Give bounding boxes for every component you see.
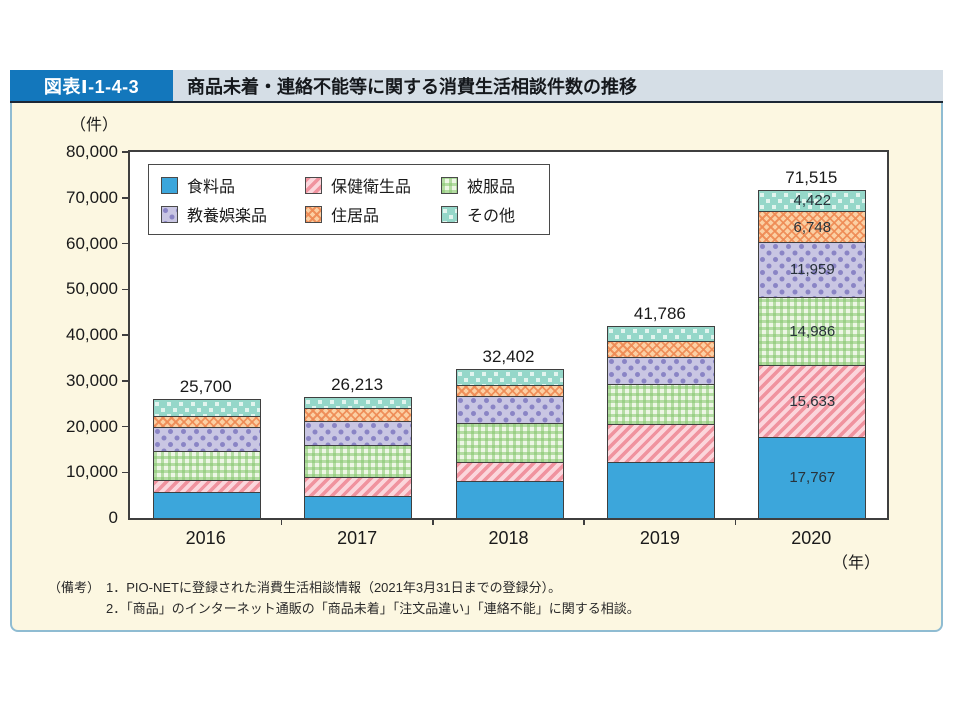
x-axis-year-suffix: （年） bbox=[832, 555, 881, 572]
bar-total-label: 25,700 bbox=[179, 377, 232, 397]
bar-segment bbox=[456, 395, 563, 423]
notes-heading: （備考） bbox=[48, 580, 101, 595]
x-axis-tick bbox=[734, 520, 737, 525]
y-axis-tick-label: 20,000 bbox=[66, 416, 118, 436]
y-axis-tick-label: 70,000 bbox=[66, 187, 118, 207]
stacked-bar bbox=[152, 399, 261, 518]
bar-segment bbox=[607, 423, 714, 462]
bar-segment bbox=[305, 445, 412, 478]
figure-title: 商品未着・連絡不能等に関する消費生活相談件数の推移 bbox=[173, 70, 943, 101]
legend-label: その他 bbox=[467, 208, 516, 225]
legend-label: 教養娯楽品 bbox=[187, 208, 268, 225]
legend-label: 保健衛生品 bbox=[331, 179, 412, 196]
legend-swatch bbox=[305, 205, 322, 223]
bar-segment bbox=[456, 369, 563, 385]
legend: 食料品 保健衛生品 被服品教養娯楽品 住居品 その他 bbox=[148, 164, 550, 235]
bar-segment bbox=[153, 491, 260, 518]
x-axis-label: 2017 bbox=[337, 528, 378, 548]
x-axis-label: 2019 bbox=[639, 528, 680, 548]
y-axis-tick bbox=[122, 471, 128, 473]
x-axis-tick bbox=[583, 520, 585, 525]
x-axis-tick bbox=[280, 520, 283, 525]
chart-panel: （件） 食料品 保健衛生品 被服品教養娯楽品 住居品 その他 25,700 26,213 3… bbox=[10, 103, 943, 632]
stacked-bar bbox=[455, 368, 564, 518]
y-axis-tick bbox=[122, 197, 128, 199]
bar-segment bbox=[153, 480, 260, 492]
x-axis-label: 2020 bbox=[791, 528, 832, 548]
legend-item: 保健衛生品 bbox=[305, 173, 441, 197]
stacked-bar bbox=[606, 325, 715, 518]
x-axis-label: 2018 bbox=[488, 528, 529, 548]
y-axis-tick-label: 60,000 bbox=[66, 233, 118, 253]
bar-segment bbox=[153, 451, 260, 481]
legend-swatch bbox=[161, 205, 178, 223]
x-axis-tick bbox=[432, 520, 434, 525]
y-axis-tick bbox=[122, 242, 128, 245]
bar-segment: 4,422 bbox=[759, 190, 866, 212]
legend-swatch bbox=[441, 205, 458, 223]
bar-segment bbox=[305, 408, 412, 422]
bar-segment: 15,633 bbox=[759, 365, 866, 437]
bar-segment bbox=[607, 356, 714, 384]
bar-total-label: 32,402 bbox=[482, 346, 535, 366]
bar-total-label: 26,213 bbox=[331, 375, 384, 395]
bar-segment bbox=[607, 340, 714, 357]
x-axis-label: 2016 bbox=[185, 528, 226, 548]
y-axis-tick bbox=[122, 425, 128, 428]
bar-total-label: 41,786 bbox=[633, 303, 686, 323]
bar-segment bbox=[153, 427, 260, 452]
y-axis-tick-label: 30,000 bbox=[66, 370, 118, 390]
figure-number-badge: 図表Ⅰ-1-4-3 bbox=[10, 70, 173, 101]
bar-segment bbox=[607, 326, 714, 341]
y-axis-tick bbox=[122, 334, 128, 336]
bar-segment bbox=[305, 421, 412, 446]
bar-segment bbox=[456, 461, 563, 481]
legend-item: 住居品 bbox=[305, 202, 441, 226]
bar-segment: 14,986 bbox=[759, 296, 866, 366]
bar-segment bbox=[456, 384, 563, 396]
y-axis-tick bbox=[122, 151, 128, 153]
note-line: 1．PIO-NETに登録された消費生活相談情報（2021年3月31日までの登録分… bbox=[106, 580, 562, 595]
plot-area: 食料品 保健衛生品 被服品教養娯楽品 住居品 その他 25,700 26,213 32,40… bbox=[128, 150, 889, 520]
figure-header: 図表Ⅰ-1-4-3 商品未着・連絡不能等に関する消費生活相談件数の推移 bbox=[10, 70, 943, 104]
y-axis-tick-label: 50,000 bbox=[66, 279, 118, 299]
y-axis-tick bbox=[122, 380, 128, 382]
legend-label: 住居品 bbox=[331, 208, 380, 225]
bar-segment bbox=[607, 383, 714, 424]
y-axis-tick-label: 40,000 bbox=[66, 325, 118, 344]
legend-label: 被服品 bbox=[467, 179, 516, 196]
bar-segment bbox=[153, 415, 260, 428]
y-axis-unit-label: （件） bbox=[69, 117, 118, 134]
y-axis-tick-label: 10,000 bbox=[66, 462, 118, 482]
legend-swatch bbox=[441, 176, 458, 194]
legend-swatch bbox=[305, 176, 322, 194]
stacked-bar bbox=[304, 397, 413, 518]
y-axis-tick-label: 80,000 bbox=[66, 142, 118, 161]
legend-item: 教養娯楽品 bbox=[161, 202, 305, 226]
legend-swatch bbox=[161, 176, 178, 194]
bar-segment bbox=[607, 461, 714, 518]
legend-label: 食料品 bbox=[187, 179, 236, 196]
bar-segment bbox=[153, 400, 260, 416]
bar-segment bbox=[305, 477, 412, 497]
bar-segment bbox=[305, 398, 412, 409]
bar-segment bbox=[305, 496, 412, 518]
stacked-bar: 4,422 6,748 11,959 14,986 15,633 17,767 bbox=[758, 189, 867, 518]
bar-total-label: 71,515 bbox=[785, 167, 838, 187]
y-axis-tick bbox=[122, 288, 128, 290]
bar-segment: 11,959 bbox=[759, 241, 866, 297]
legend-item: 被服品 bbox=[441, 173, 537, 197]
note-line: 2．「商品」のインターネット通販の「商品未着」「注文品違い」「連絡不能」に関する… bbox=[106, 601, 640, 617]
notes-body: 1．PIO-NETに登録された消費生活相談情報（2021年3月31日までの登録分… bbox=[106, 577, 640, 620]
legend-item: その他 bbox=[441, 202, 537, 226]
legend-item: 食料品 bbox=[161, 173, 305, 197]
bar-segment bbox=[456, 422, 563, 462]
notes: （備考） 1．PIO-NETに登録された消費生活相談情報（2021年3月31日ま… bbox=[48, 577, 640, 620]
bar-segment bbox=[456, 480, 563, 518]
y-axis-tick-label: 0 bbox=[108, 508, 118, 527]
bar-segment: 17,767 bbox=[759, 436, 866, 518]
bar-segment: 6,748 bbox=[759, 211, 866, 242]
